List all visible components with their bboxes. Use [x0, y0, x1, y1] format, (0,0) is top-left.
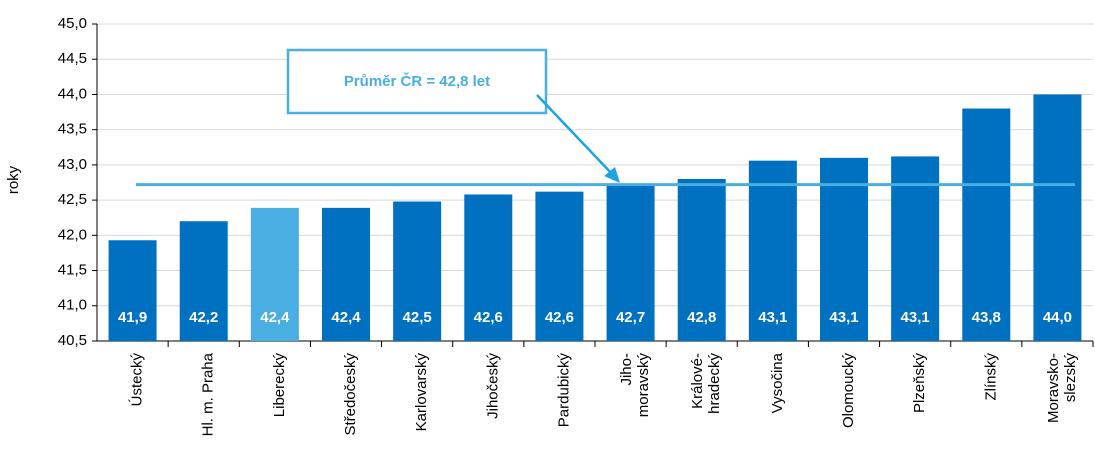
bar: [748, 160, 797, 341]
y-tick-label: 41,0: [58, 297, 87, 314]
bar: [108, 240, 157, 341]
x-tick-label: Ústecký: [129, 353, 146, 407]
value-label: 44,0: [1043, 309, 1072, 326]
value-label: 42,4: [260, 309, 290, 326]
y-tick-label: 44,5: [58, 50, 87, 67]
bar: [820, 157, 868, 341]
y-tick-label: 44,0: [58, 85, 87, 102]
value-label: 42,8: [687, 309, 716, 326]
x-tick-label: Zlínský: [982, 353, 999, 401]
bar: [179, 221, 228, 341]
x-tick-label: Jiho-moravský: [618, 353, 652, 418]
value-label: 42,6: [545, 309, 574, 326]
arrow-head: [604, 167, 620, 183]
y-tick-label: 40,5: [58, 332, 87, 349]
value-label: 41,9: [118, 309, 147, 326]
y-tick-label: 42,0: [58, 226, 87, 243]
bar: [962, 108, 1011, 342]
x-tick-label: Plzeňský: [911, 353, 928, 414]
value-label: 43,1: [758, 309, 787, 326]
x-tick-label: Hl. m. Praha: [200, 352, 217, 436]
x-tick-label: Králové-hradecký: [689, 353, 723, 414]
bar: [464, 194, 513, 341]
bar: [891, 156, 940, 341]
bar: [322, 207, 370, 341]
y-axis-label: roky: [5, 165, 22, 194]
bar: [393, 201, 442, 341]
bar: [1033, 94, 1082, 341]
x-tick-label: Jihočeský: [484, 353, 501, 419]
value-label: 42,6: [474, 309, 503, 326]
value-label: 43,1: [901, 309, 930, 326]
bar: [250, 207, 299, 341]
x-tick-label: Karlovarský: [413, 353, 430, 432]
x-tick-label: Moravsko-slezský: [1045, 353, 1079, 424]
value-label: 42,2: [189, 309, 218, 326]
x-tick-label: Středočeský: [342, 353, 359, 436]
x-tick-label: Pardubický: [555, 353, 572, 428]
x-tick-label: Liberecký: [271, 353, 288, 418]
bar: [535, 191, 584, 341]
x-tick-label: Vysočina: [769, 352, 786, 413]
bar: [606, 184, 655, 341]
annotation-arrow: [536, 94, 615, 177]
value-label: 43,1: [829, 309, 858, 326]
y-tick-label: 42,5: [58, 191, 87, 208]
y-tick-label: 45,0: [58, 15, 87, 32]
y-tick-label: 43,0: [58, 156, 87, 173]
y-tick-label: 43,5: [58, 121, 87, 138]
bar: [677, 178, 726, 341]
annotation-box: [286, 48, 548, 115]
y-tick-label: 41,5: [58, 262, 87, 279]
value-label: 42,4: [331, 309, 361, 326]
value-label: 42,5: [403, 309, 432, 326]
annotation: Průměr ČR = 42,8 let: [344, 72, 490, 90]
value-label: 43,8: [972, 309, 1001, 326]
x-tick-label: Olomoucký: [840, 353, 857, 429]
value-label: 42,7: [616, 309, 645, 326]
